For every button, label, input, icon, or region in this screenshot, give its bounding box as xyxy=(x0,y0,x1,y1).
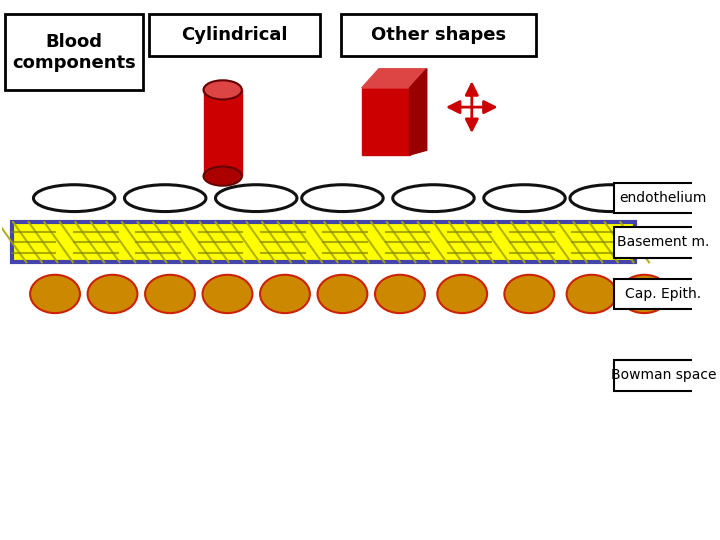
FancyBboxPatch shape xyxy=(613,279,714,309)
Ellipse shape xyxy=(125,185,206,212)
Ellipse shape xyxy=(375,275,425,313)
Ellipse shape xyxy=(30,275,80,313)
Ellipse shape xyxy=(392,185,474,212)
FancyBboxPatch shape xyxy=(149,14,320,56)
FancyBboxPatch shape xyxy=(341,14,536,56)
Text: Cap. Epith.: Cap. Epith. xyxy=(626,287,701,301)
Ellipse shape xyxy=(88,275,138,313)
Ellipse shape xyxy=(437,275,487,313)
Ellipse shape xyxy=(302,185,383,212)
Text: Cylindrical: Cylindrical xyxy=(181,26,287,44)
Bar xyxy=(12,222,634,262)
Polygon shape xyxy=(410,69,427,155)
Ellipse shape xyxy=(145,275,195,313)
Polygon shape xyxy=(361,69,427,88)
Ellipse shape xyxy=(215,185,297,212)
Text: Blood
components: Blood components xyxy=(12,33,136,72)
Ellipse shape xyxy=(505,275,554,313)
Ellipse shape xyxy=(570,185,652,212)
Text: Basement m.: Basement m. xyxy=(617,235,710,249)
Ellipse shape xyxy=(260,275,310,313)
FancyBboxPatch shape xyxy=(613,183,714,213)
Bar xyxy=(361,88,410,155)
Bar xyxy=(204,90,242,176)
Ellipse shape xyxy=(202,275,253,313)
Ellipse shape xyxy=(619,275,669,313)
Text: endothelium: endothelium xyxy=(620,191,707,205)
Ellipse shape xyxy=(204,166,242,186)
Ellipse shape xyxy=(318,275,367,313)
Ellipse shape xyxy=(567,275,616,313)
Text: Other shapes: Other shapes xyxy=(371,26,506,44)
Ellipse shape xyxy=(204,80,242,99)
Text: Bowman space: Bowman space xyxy=(611,368,716,382)
Ellipse shape xyxy=(484,185,565,212)
FancyBboxPatch shape xyxy=(613,227,714,258)
Ellipse shape xyxy=(33,185,115,212)
FancyBboxPatch shape xyxy=(5,14,143,90)
FancyBboxPatch shape xyxy=(613,360,714,391)
